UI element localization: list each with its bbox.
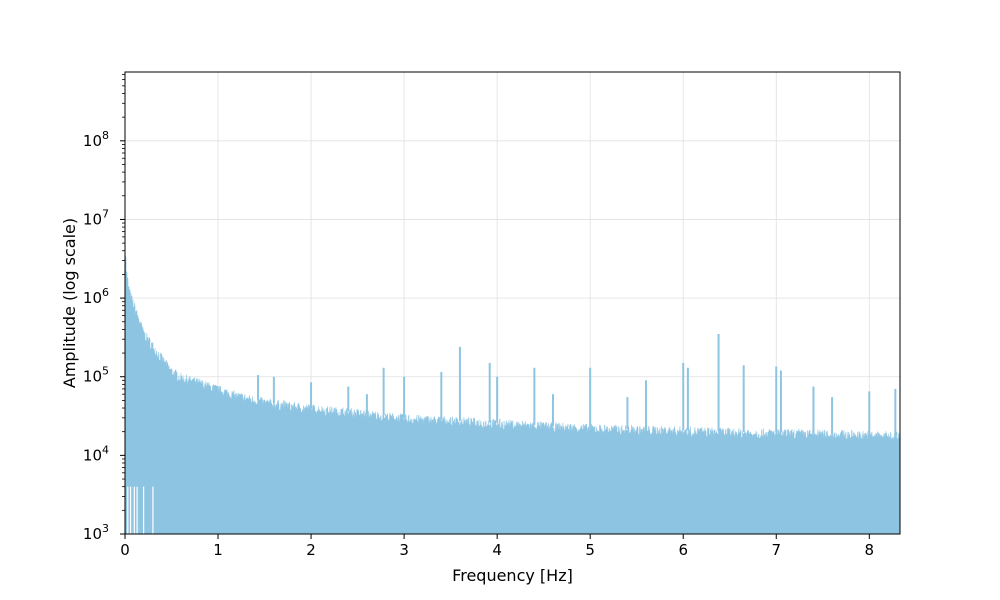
y-axis-label: Amplitude (log scale) bbox=[60, 218, 79, 388]
y-tick-label: 106 bbox=[83, 286, 109, 307]
x-tick-label: 2 bbox=[306, 541, 316, 559]
spectrum-area-layer bbox=[125, 251, 900, 534]
y-tick-label: 105 bbox=[83, 365, 109, 386]
y-tick-label: 104 bbox=[83, 443, 109, 464]
x-tick-label: 3 bbox=[399, 541, 409, 559]
y-tick-label: 103 bbox=[83, 522, 109, 543]
plot-frame bbox=[124, 71, 901, 535]
y-axis-ticks: 103 104 105 106 107 108 bbox=[83, 73, 125, 543]
x-tick-label: 0 bbox=[120, 541, 130, 559]
y-tick-label: 107 bbox=[83, 207, 109, 228]
x-tick-label: 4 bbox=[492, 541, 502, 559]
x-tick-label: 1 bbox=[213, 541, 223, 559]
x-tick-label: 6 bbox=[678, 541, 688, 559]
x-tick-label: 7 bbox=[771, 541, 781, 559]
x-axis-label: Frequency [Hz] bbox=[452, 566, 573, 585]
y-tick-label: 108 bbox=[83, 129, 109, 150]
x-tick-label: 5 bbox=[585, 541, 595, 559]
x-tick-label: 8 bbox=[865, 541, 875, 559]
spectrum-area bbox=[125, 251, 900, 534]
x-axis-ticks: 0 1 2 3 4 5 6 7 8 bbox=[120, 534, 874, 559]
